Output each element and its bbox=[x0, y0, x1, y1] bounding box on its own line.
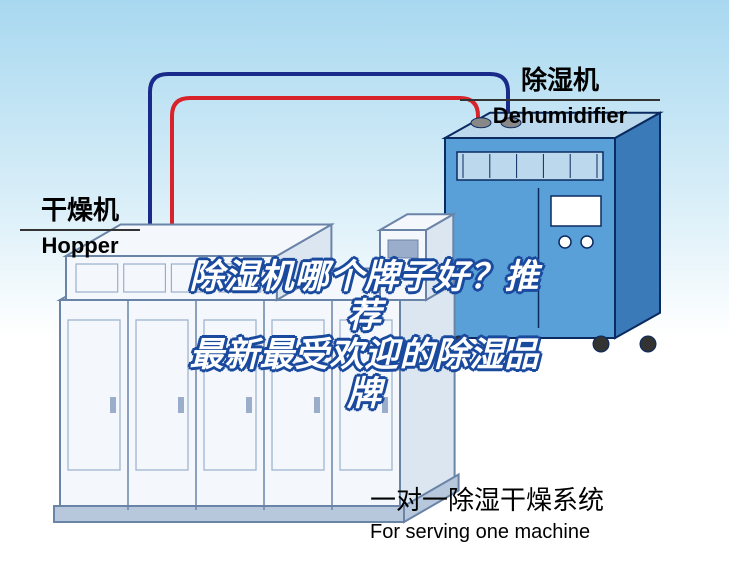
dehumidifier-label-cn: 除湿机 bbox=[460, 60, 660, 97]
hopper-label: 干燥机 Hopper bbox=[20, 190, 140, 259]
system-caption-en: For serving one machine bbox=[370, 521, 604, 544]
system-caption: 一对一除湿干燥系统 For serving one machine bbox=[370, 480, 604, 544]
hopper-label-cn: 干燥机 bbox=[20, 190, 140, 227]
overlay-title-line1: 除湿机哪个牌子好？推荐 bbox=[182, 258, 547, 336]
dehumidifier-label-divider bbox=[460, 99, 660, 101]
overlay-title-line2: 最新最受欢迎的除湿品牌 bbox=[182, 336, 547, 414]
dehumidifier-label-en: Dehumidifier bbox=[460, 103, 660, 129]
system-caption-cn: 一对一除湿干燥系统 bbox=[370, 480, 604, 517]
hopper-label-divider bbox=[20, 229, 140, 231]
dehumidifier-label: 除湿机 Dehumidifier bbox=[460, 60, 660, 129]
overlay-title: 除湿机哪个牌子好？推荐 最新最受欢迎的除湿品牌 bbox=[182, 258, 547, 414]
hopper-label-en: Hopper bbox=[20, 233, 140, 259]
